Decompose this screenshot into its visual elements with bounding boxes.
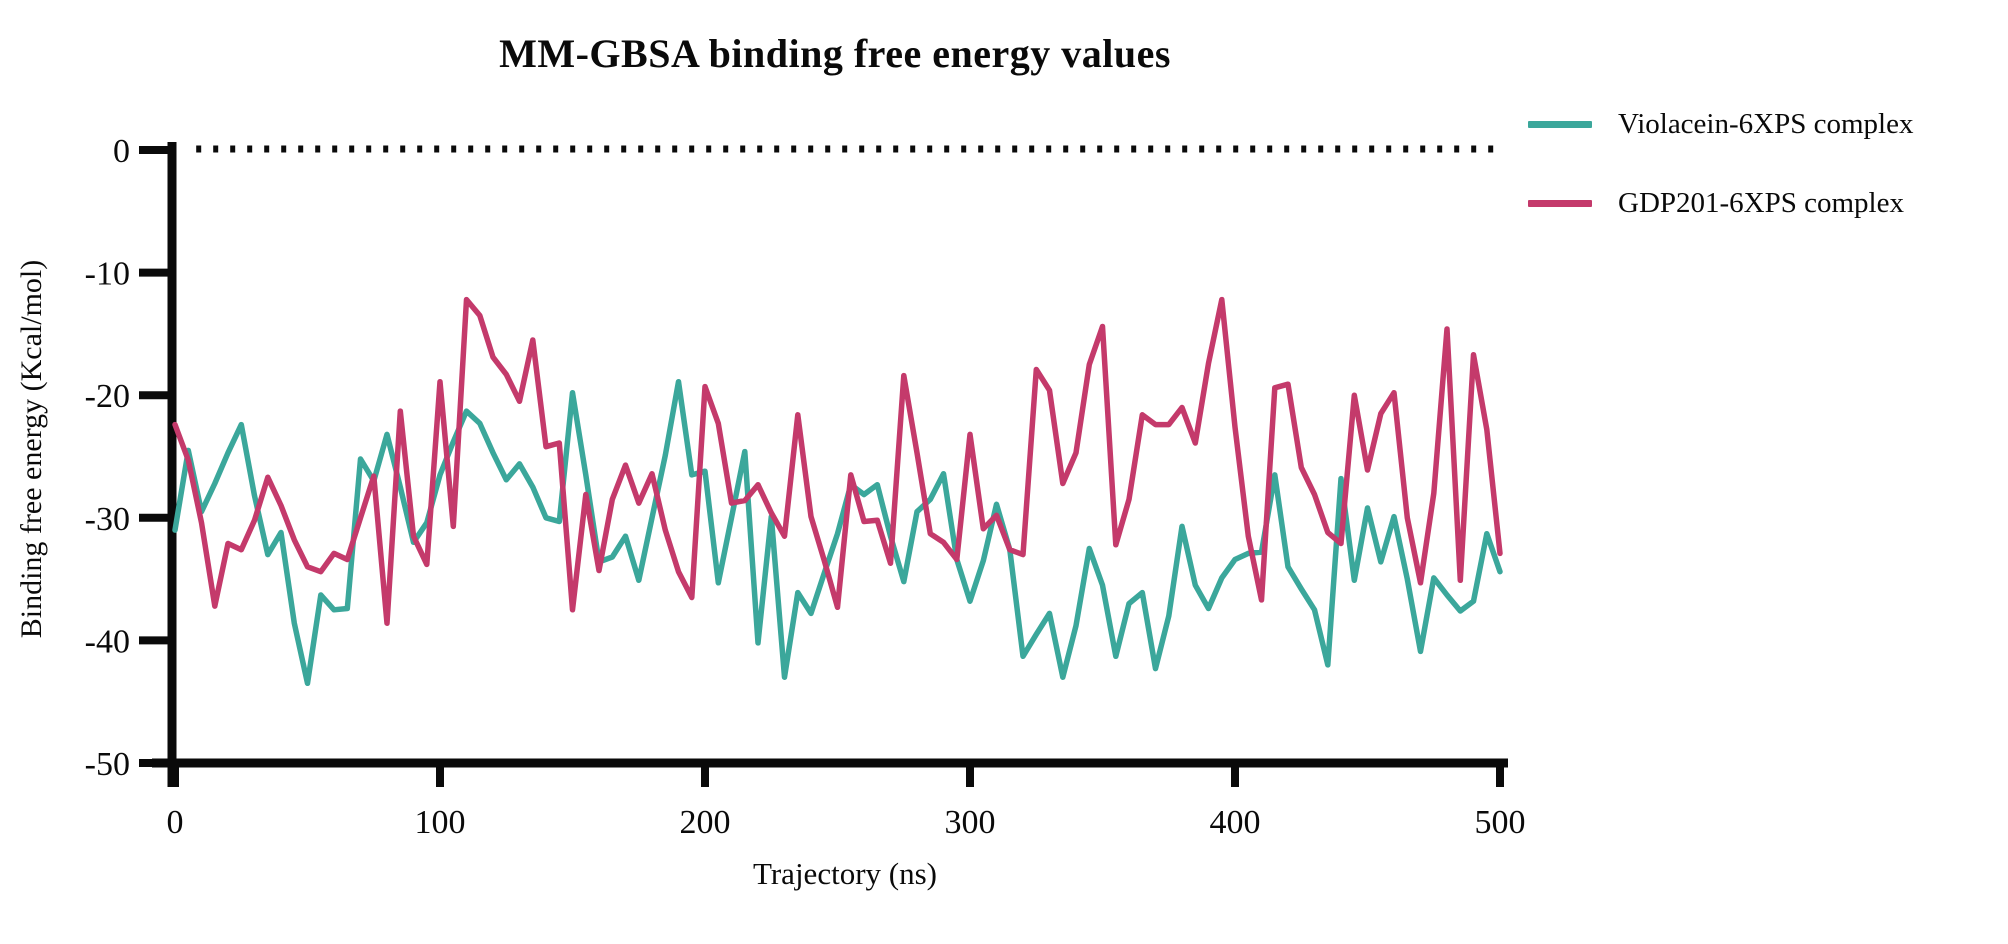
gdp201-legend-label: GDP201-6XPS complex bbox=[1618, 187, 1904, 219]
violacein-legend-label: Violacein-6XPS complex bbox=[1618, 108, 1914, 140]
x-tick-label: 200 bbox=[680, 804, 731, 841]
y-tick-label: -40 bbox=[85, 623, 130, 660]
x-tick-label: 100 bbox=[415, 804, 466, 841]
x-tick-label: 400 bbox=[1210, 804, 1261, 841]
y-tick-label: -20 bbox=[85, 378, 130, 415]
x-tick-label: 300 bbox=[945, 804, 996, 841]
y-tick-label: -10 bbox=[85, 256, 130, 293]
gdp201-legend-swatch bbox=[1528, 200, 1592, 207]
x-tick-label: 500 bbox=[1475, 804, 1526, 841]
legend-item-violacein: Violacein-6XPS complex bbox=[1528, 108, 1988, 141]
chart-title: MM-GBSA binding free energy values bbox=[499, 31, 1171, 76]
violacein-series-line bbox=[172, 378, 1503, 687]
gdp201-series-line bbox=[172, 296, 1503, 626]
y-axis-title: Binding free energy (Kcal/mol) bbox=[15, 259, 48, 639]
y-tick-label: -50 bbox=[85, 746, 130, 783]
legend-item-gdp201: GDP201-6XPS complex bbox=[1528, 187, 1988, 220]
y-tick-label: -30 bbox=[85, 501, 130, 538]
y-tick-label: 0 bbox=[113, 133, 130, 170]
legend: Violacein-6XPS complex GDP201-6XPS compl… bbox=[1528, 108, 1988, 266]
x-axis-title: Trajectory (ns) bbox=[753, 856, 937, 891]
violacein-legend-swatch bbox=[1528, 121, 1592, 128]
x-tick-label: 0 bbox=[167, 804, 184, 841]
